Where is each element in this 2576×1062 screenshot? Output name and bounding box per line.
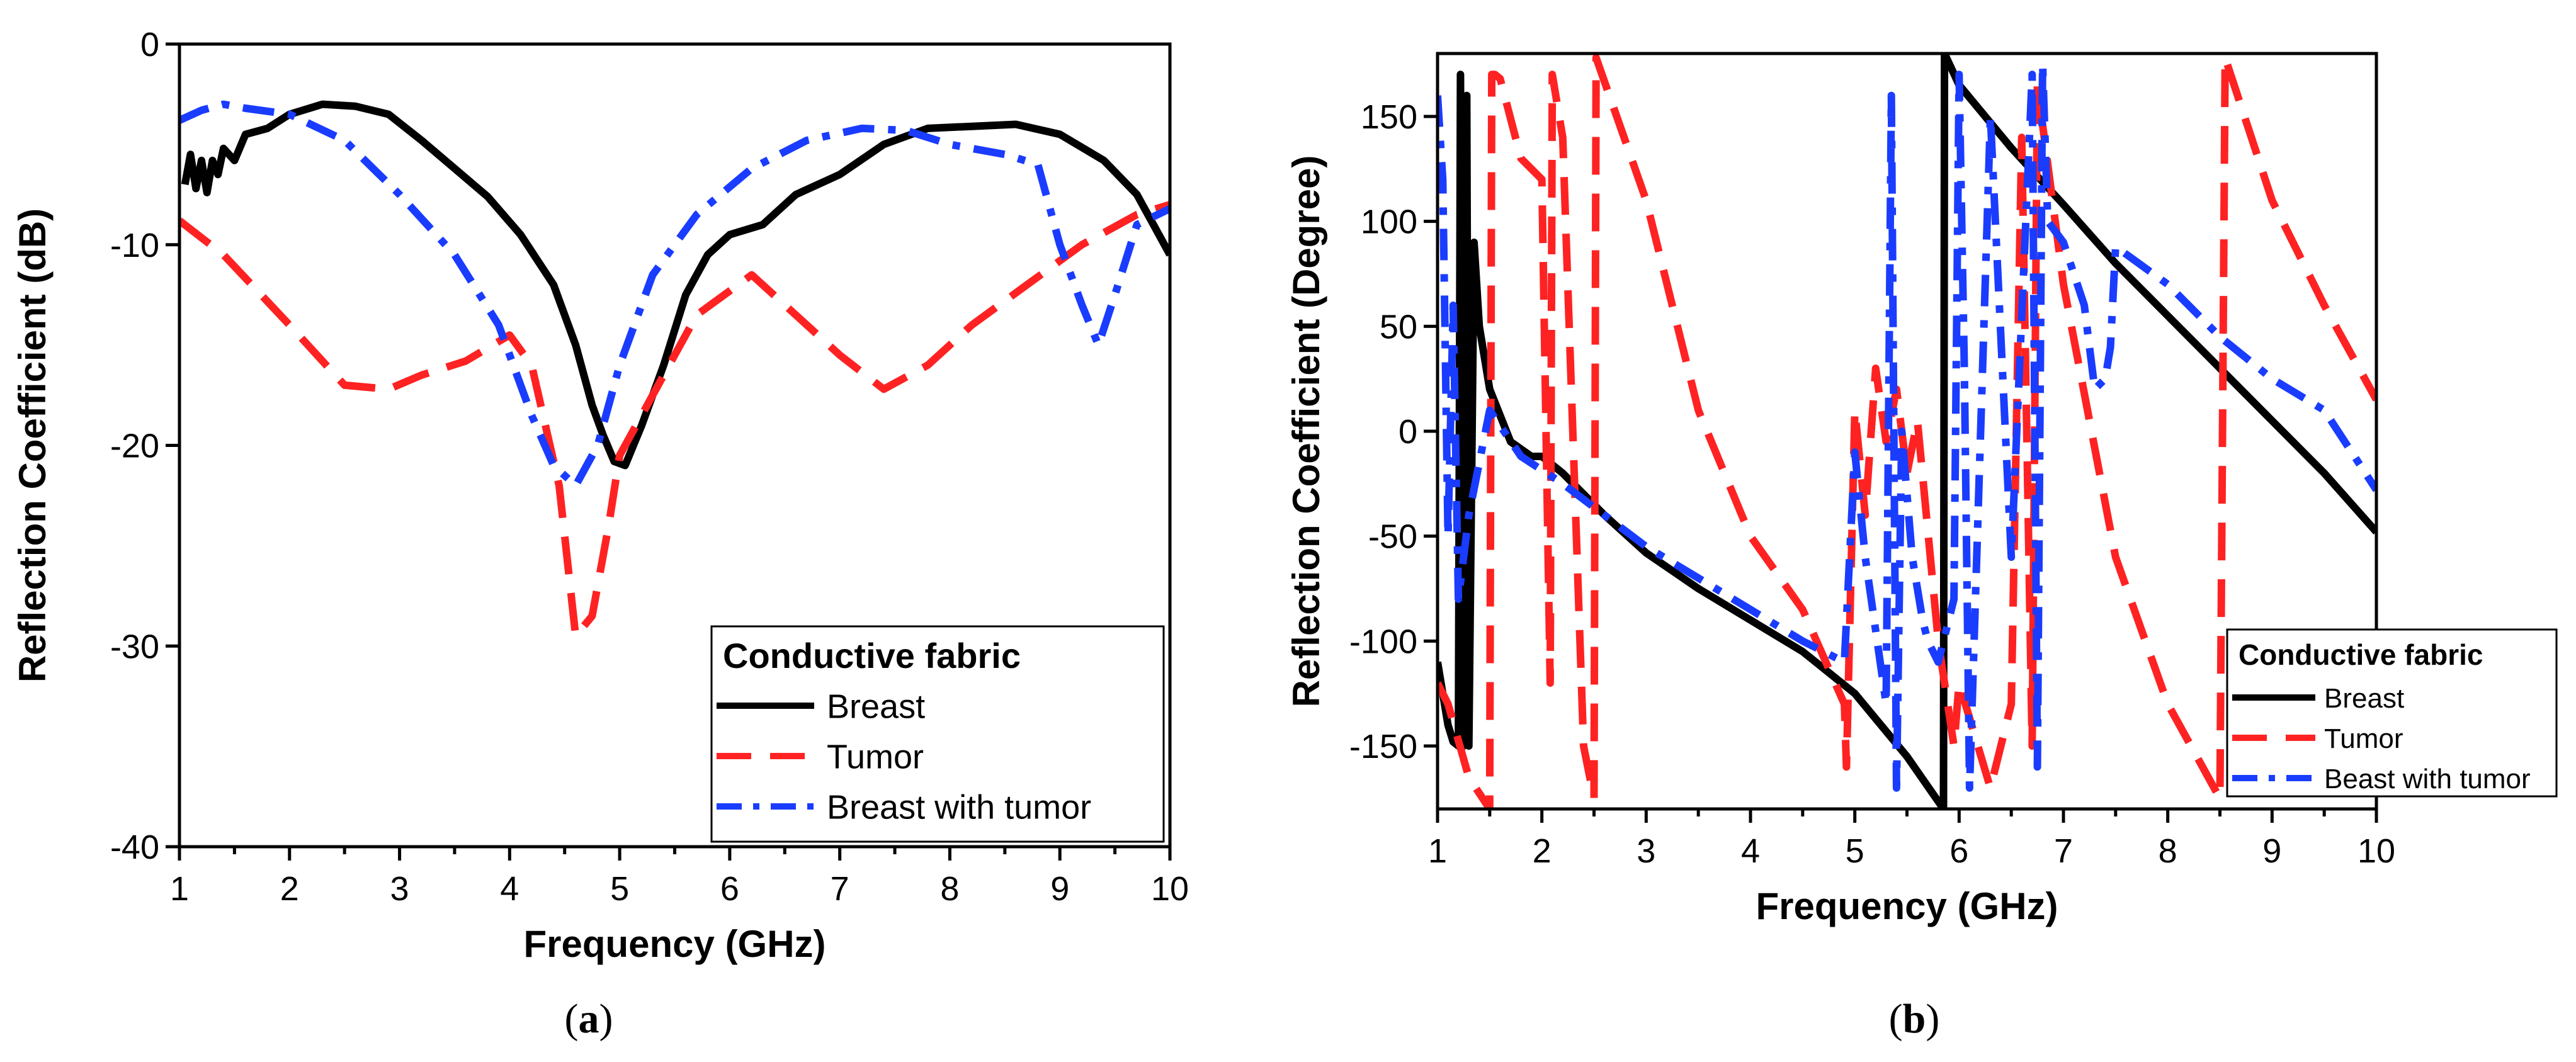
x-tick-label: 6 [720, 870, 739, 908]
y-tick-label: -100 [1349, 623, 1417, 660]
legend-label: Breast [2324, 683, 2404, 714]
x-tick-label: 5 [1846, 832, 1864, 870]
series-line-tumor [1438, 54, 2376, 809]
legend-label: Breast with tumor [827, 788, 1091, 826]
x-tick-label: 7 [2054, 832, 2073, 870]
x-tick-label: 6 [1949, 832, 1968, 870]
series-line-beast-with-tumor [1438, 60, 2376, 792]
chart-b: 1 2 3 4 5 6 7 8 9 10 -150 -100 -50 0 50 100 150 Frequency… [1285, 52, 2558, 1042]
panel-caption: (b) [1889, 996, 1940, 1042]
x-tick-label: 2 [280, 870, 299, 908]
chart-a: 1 2 3 4 5 6 7 8 9 10 -40 -30 -20 -10 0 Frequency (GHz) R… [11, 26, 1189, 1042]
series-line-breast [1438, 54, 2376, 809]
y-tick-label: 150 [1361, 98, 1417, 136]
y-tick-label: 0 [1399, 413, 1417, 451]
series-group [1438, 54, 2376, 809]
legend-title: Conductive fabric [2238, 638, 2483, 671]
legend: Conductive fabric Breast Tumor Breast with … [710, 625, 1165, 843]
legend-label: Breast [827, 687, 925, 725]
series-line-breast [181, 100, 1170, 470]
x-tick-label: 8 [2159, 832, 2177, 870]
x-tick-label: 4 [500, 870, 519, 908]
x-tick-label: 3 [1637, 832, 1655, 870]
legend-label: Tumor [827, 738, 924, 776]
x-tick-label: 8 [940, 870, 959, 908]
x-tick-label: 10 [1151, 870, 1189, 908]
x-tick-label: 9 [2262, 832, 2281, 870]
legend-box [2226, 628, 2558, 798]
y-tick-label: -10 [110, 227, 159, 264]
series-group [179, 100, 1170, 640]
y-tick-label: 50 [1380, 308, 1417, 346]
series-line-breast-with-tumor [179, 100, 1170, 490]
x-axis-title: Frequency (GHz) [1756, 885, 2058, 927]
x-tick-label: 9 [1050, 870, 1069, 908]
legend-title: Conductive fabric [723, 636, 1021, 675]
caption-letter: b [1903, 996, 1926, 1042]
x-axis-title: Frequency (GHz) [523, 923, 826, 965]
legend: Conductive fabric Breast Tumor Beast with t… [2226, 628, 2558, 798]
y-tick-label: -50 [1368, 518, 1417, 556]
y-tick-label: -20 [110, 427, 159, 465]
y-tick-label: 0 [140, 26, 159, 64]
x-tick-label: 4 [1741, 832, 1760, 870]
y-tick-label: -150 [1349, 728, 1417, 765]
y-tick-label: -30 [110, 628, 159, 665]
x-tick-label: 1 [170, 870, 189, 908]
legend-label: Beast with tumor [2324, 764, 2531, 794]
x-tick-label: 7 [831, 870, 849, 908]
x-tick-label: 2 [1533, 832, 1552, 870]
y-axis-title: Reflection Coefficient (Degree) [1285, 155, 1327, 708]
x-tick-label: 3 [390, 870, 409, 908]
x-tick-label: 1 [1428, 832, 1447, 870]
panel-caption: (a) [565, 996, 613, 1042]
y-tick-label: -40 [110, 828, 159, 866]
y-axis-title: Reflection Coefficient (dB) [11, 208, 54, 682]
x-tick-label: 10 [2358, 832, 2395, 870]
series-line-tumor [179, 201, 1170, 640]
x-tick-label: 5 [610, 870, 629, 908]
legend-label: Tumor [2324, 723, 2403, 754]
y-tick-label: 100 [1361, 203, 1417, 241]
caption-letter: a [579, 996, 599, 1042]
